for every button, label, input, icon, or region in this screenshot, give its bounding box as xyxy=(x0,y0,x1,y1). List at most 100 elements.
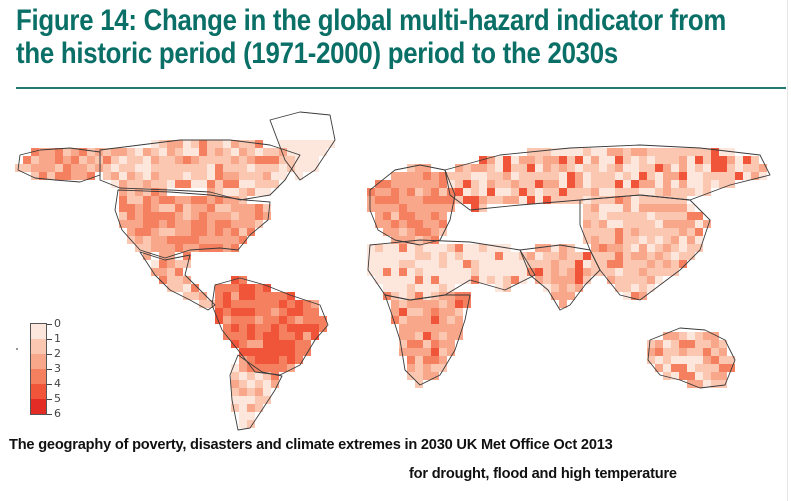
hazard-cell xyxy=(263,292,271,300)
hazard-cell xyxy=(55,148,63,156)
hazard-cell xyxy=(647,180,655,188)
hazard-cell xyxy=(703,188,711,196)
hazard-cell xyxy=(47,148,55,156)
hazard-cell xyxy=(615,220,623,228)
hazard-cell xyxy=(631,220,639,228)
hazard-cell xyxy=(423,356,431,364)
hazard-cell xyxy=(239,172,247,180)
hazard-cell xyxy=(455,292,463,300)
outline-united-states xyxy=(114,189,271,259)
hazard-cell xyxy=(407,252,415,260)
hazard-cell xyxy=(639,156,647,164)
hazard-cell xyxy=(703,332,711,340)
hazard-cell xyxy=(671,268,679,276)
hazard-cell xyxy=(551,292,559,300)
hazard-cell xyxy=(655,212,663,220)
hazard-cell xyxy=(135,180,143,188)
hazard-cell xyxy=(103,156,111,164)
hazard-cell xyxy=(143,252,151,260)
hazard-cell xyxy=(263,188,271,196)
hazard-cell xyxy=(687,364,695,372)
hazard-cell xyxy=(271,380,279,388)
hazard-cell xyxy=(263,356,271,364)
hazard-cell xyxy=(263,396,271,404)
outline-greenland xyxy=(269,111,336,181)
hazard-cell xyxy=(175,268,183,276)
hazard-cell xyxy=(391,228,399,236)
hazard-cell xyxy=(255,212,263,220)
hazard-cell xyxy=(143,212,151,220)
hazard-cell xyxy=(215,228,223,236)
hazard-cell xyxy=(639,244,647,252)
hazard-cell xyxy=(287,332,295,340)
hazard-cell xyxy=(439,332,447,340)
hazard-cell xyxy=(423,204,431,212)
hazard-cell xyxy=(687,228,695,236)
hazard-cell xyxy=(407,340,415,348)
hazard-cell xyxy=(423,244,431,252)
hazard-cell xyxy=(583,180,591,188)
hazard-cell xyxy=(263,284,271,292)
hazard-cell xyxy=(663,356,671,364)
hazard-cell xyxy=(455,164,463,172)
hazard-cell xyxy=(543,244,551,252)
hazard-cell xyxy=(191,196,199,204)
hazard-cell xyxy=(287,324,295,332)
hazard-cell xyxy=(407,228,415,236)
hazard-cell xyxy=(583,268,591,276)
hazard-cell xyxy=(439,188,447,196)
hazard-cell xyxy=(471,164,479,172)
hazard-cell xyxy=(279,332,287,340)
hazard-cell xyxy=(631,188,639,196)
hazard-cell xyxy=(191,212,199,220)
hazard-cell xyxy=(711,372,719,380)
hazard-cell xyxy=(695,332,703,340)
hazard-cell xyxy=(415,300,423,308)
hazard-cell xyxy=(167,244,175,252)
hazard-cell xyxy=(391,180,399,188)
hazard-cell xyxy=(623,220,631,228)
hazard-cell xyxy=(639,292,647,300)
hazard-cell xyxy=(631,252,639,260)
hazard-cell xyxy=(631,260,639,268)
hazard-cell xyxy=(247,220,255,228)
hazard-cell xyxy=(375,212,383,220)
hazard-cell xyxy=(679,180,687,188)
hazard-cell xyxy=(151,180,159,188)
hazard-cell xyxy=(231,340,239,348)
hazard-cell xyxy=(551,180,559,188)
hazard-cell xyxy=(607,204,615,212)
hazard-cell xyxy=(367,252,375,260)
hazard-cell xyxy=(535,188,543,196)
hazard-cell xyxy=(247,212,255,220)
hazard-cell xyxy=(591,236,599,244)
hazard-cell xyxy=(655,228,663,236)
hazard-cell xyxy=(551,156,559,164)
hazard-cell xyxy=(159,140,167,148)
hazard-cell xyxy=(383,212,391,220)
hazard-cell xyxy=(655,260,663,268)
hazard-cell xyxy=(471,180,479,188)
hazard-cell xyxy=(631,276,639,284)
hazard-cell xyxy=(431,348,439,356)
hazard-cell xyxy=(271,180,279,188)
hazard-cell xyxy=(575,172,583,180)
hazard-cell xyxy=(527,268,535,276)
hazard-cell xyxy=(615,188,623,196)
hazard-cell xyxy=(207,300,215,308)
legend-label-5: 5 xyxy=(54,392,61,405)
hazard-cell xyxy=(599,180,607,188)
hazard-cell xyxy=(391,276,399,284)
hazard-cell xyxy=(223,300,231,308)
hazard-cell xyxy=(759,172,767,180)
hazard-cell xyxy=(399,300,407,308)
hazard-cell xyxy=(415,244,423,252)
hazard-cell xyxy=(127,156,135,164)
hazard-cell xyxy=(375,276,383,284)
hazard-cell xyxy=(247,316,255,324)
hazard-cell xyxy=(471,188,479,196)
hazard-cell xyxy=(671,348,679,356)
hazard-cell xyxy=(631,236,639,244)
hazard-cell xyxy=(175,220,183,228)
hazard-cell xyxy=(511,196,519,204)
